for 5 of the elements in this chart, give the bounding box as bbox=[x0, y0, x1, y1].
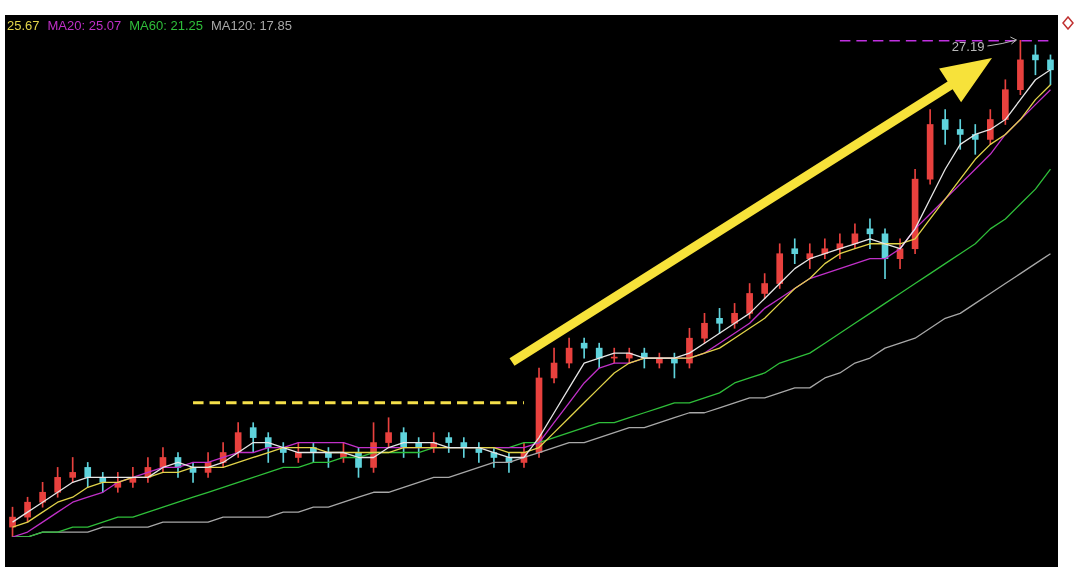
text: 25.67 bbox=[7, 17, 40, 33]
annotation: 27.19 bbox=[951, 38, 985, 54]
text: MA120: 17.85 bbox=[210, 17, 292, 33]
text: MA20: 25.07 bbox=[47, 17, 122, 33]
text: MA60: 21.25 bbox=[129, 17, 203, 33]
